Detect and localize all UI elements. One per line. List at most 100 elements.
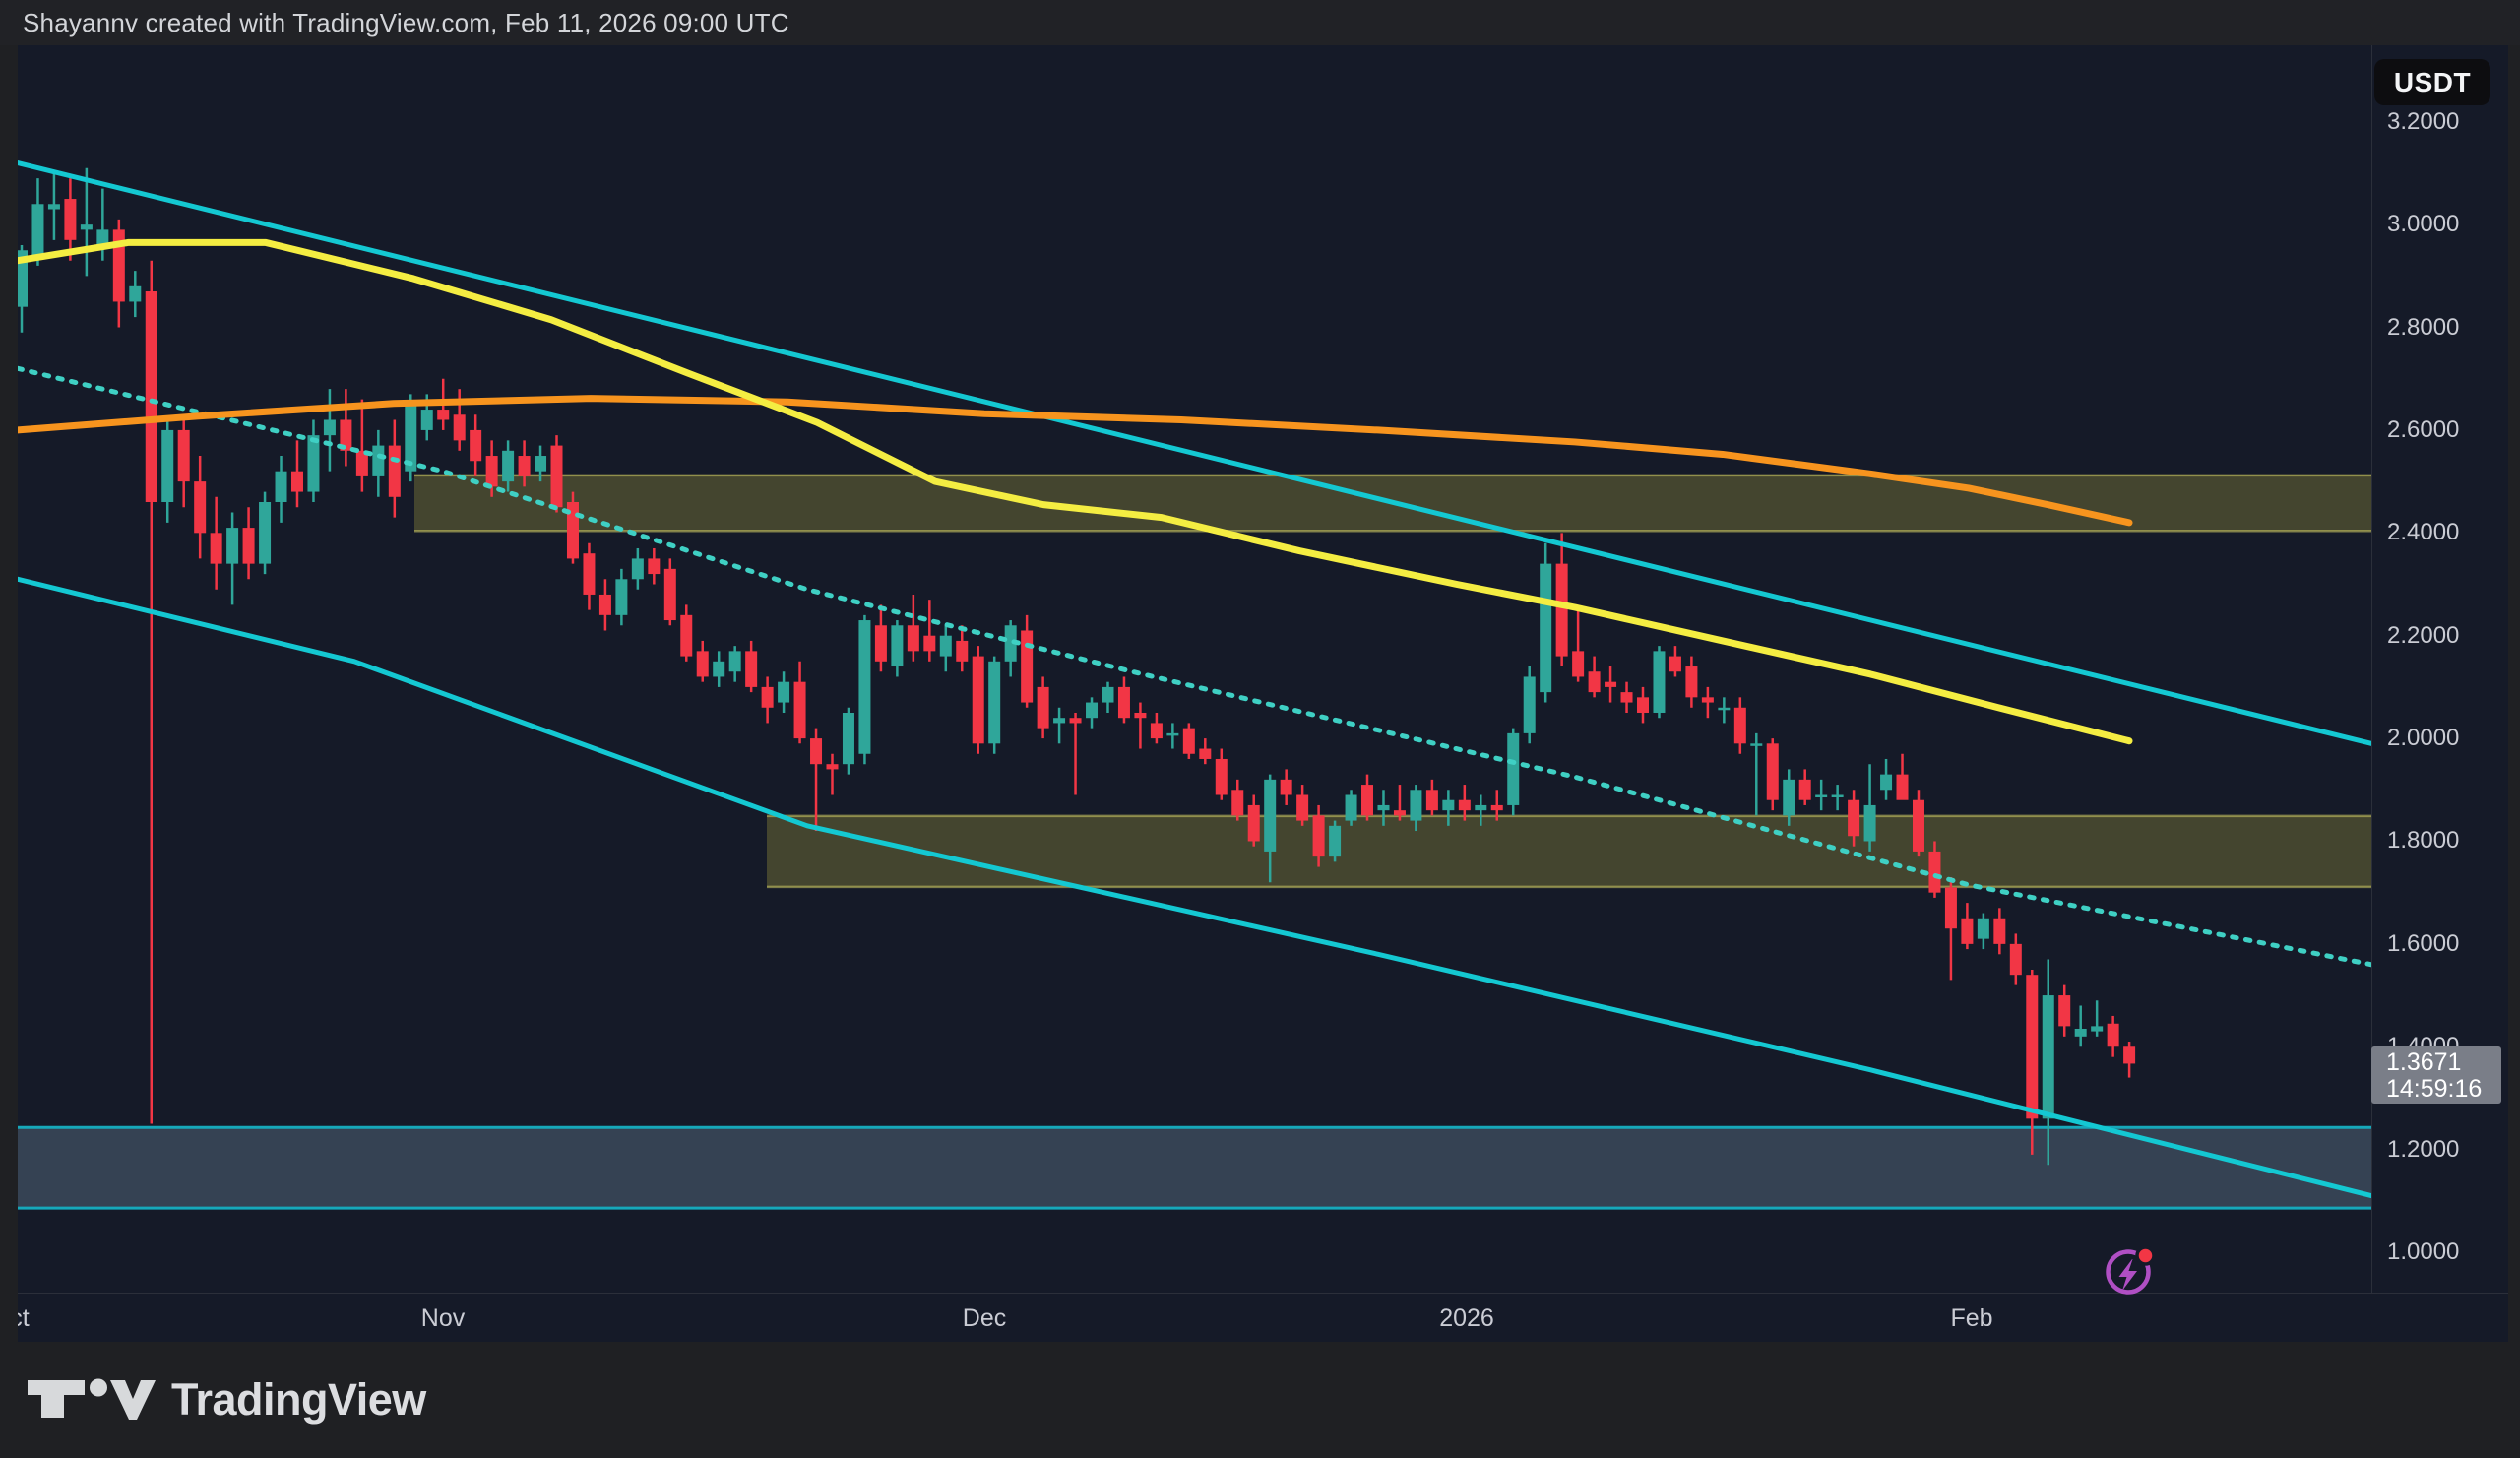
- candle-body: [47, 204, 60, 210]
- candle-body: [891, 625, 904, 667]
- candle-body: [242, 528, 255, 564]
- candle-body: [858, 620, 871, 754]
- descending-channel-upper: [18, 160, 2371, 746]
- candle-body: [1361, 785, 1374, 816]
- candle-body: [2026, 975, 2039, 1119]
- candle-body: [1053, 718, 1066, 724]
- candle-body: [1944, 887, 1957, 929]
- candle-body: [32, 204, 44, 256]
- candle-body: [1620, 692, 1633, 703]
- candle-body: [437, 410, 450, 420]
- candle-body: [1069, 718, 1082, 724]
- candle-body: [405, 404, 417, 472]
- candle-body: [1231, 790, 1244, 816]
- lightning-bolt-glyph: [2118, 1259, 2137, 1291]
- chart-plot-area[interactable]: [18, 45, 2371, 1293]
- candle-body: [761, 686, 774, 708]
- candle-body: [1134, 712, 1147, 719]
- candle-body: [1977, 918, 1989, 939]
- candle-body: [907, 625, 919, 652]
- candle-body: [177, 429, 190, 482]
- candle-body: [826, 764, 839, 770]
- descending-channel-lower: [18, 576, 2371, 1199]
- candle-body: [2123, 1046, 2136, 1064]
- candle-body: [598, 594, 611, 615]
- price-tick-label: 2.6000: [2387, 415, 2460, 443]
- candle-body: [96, 229, 109, 246]
- candle-body: [259, 502, 272, 564]
- candle-body: [1685, 666, 1698, 698]
- candle-body: [1102, 686, 1114, 703]
- candle-body: [1523, 676, 1536, 733]
- candle-body: [1425, 790, 1438, 811]
- candle-body: [728, 651, 741, 672]
- time-tick-label-dec: Dec: [962, 1304, 1007, 1332]
- time-tick-label-ct: ct: [18, 1304, 30, 1332]
- candle-body: [1783, 779, 1796, 816]
- candle-body: [631, 558, 644, 580]
- candle-body: [1021, 630, 1034, 703]
- candle-body: [64, 199, 77, 240]
- last-price-value: 1.3671: [2386, 1048, 2462, 1076]
- candle-body: [1928, 851, 1941, 893]
- bar-countdown: 14:59:16: [2386, 1075, 2483, 1103]
- candle-body: [1848, 799, 1860, 837]
- candle-body: [874, 625, 887, 662]
- moving-average-yellow: [18, 238, 2133, 745]
- time-axis[interactable]: ct Nov Dec 2026 Feb: [18, 1293, 2508, 1342]
- candle-body: [1588, 671, 1601, 693]
- price-tick-label: 2.8000: [2387, 313, 2460, 341]
- candle-body: [956, 640, 969, 662]
- candle-body: [2042, 995, 2054, 1119]
- candle-body: [1490, 804, 1503, 811]
- candle-body: [1442, 799, 1455, 811]
- candle-body: [1182, 728, 1195, 754]
- candle-body: [2091, 1026, 2104, 1032]
- candle-body: [1540, 563, 1552, 693]
- candle-body: [939, 635, 952, 657]
- candle-body: [2107, 1023, 2119, 1047]
- quote-currency-label: USDT: [2393, 66, 2472, 97]
- candle-body: [1117, 686, 1130, 719]
- candle-body: [1831, 794, 1844, 798]
- candle-body: [550, 445, 563, 508]
- candlestick-chart[interactable]: [18, 45, 2371, 1293]
- price-tick-label: 1.2000: [2387, 1135, 2460, 1163]
- candle-body: [485, 456, 498, 487]
- price-tick-label: 1.6000: [2387, 929, 2460, 957]
- price-tick-label: 1.0000: [2387, 1238, 2460, 1266]
- candle-body: [535, 456, 547, 472]
- flash-ideas-button[interactable]: [2093, 1235, 2166, 1307]
- candle-body: [129, 285, 142, 302]
- candle-body: [1750, 743, 1763, 746]
- candle-body: [1653, 651, 1666, 713]
- candle-body: [518, 456, 531, 476]
- candle-body: [1166, 732, 1179, 736]
- candle-body: [972, 656, 984, 744]
- footer-bar: TradingView: [0, 1342, 2520, 1458]
- tradingview-wordmark: TradingView: [171, 1374, 426, 1425]
- time-tick-label-nov: Nov: [420, 1304, 466, 1332]
- channel-midline-dotted: [18, 365, 2371, 968]
- candle-body: [1377, 804, 1390, 811]
- last-price-badge: 1.3671 14:59:16: [2371, 1046, 2501, 1104]
- candle-body: [420, 410, 433, 430]
- candle-body: [1637, 697, 1649, 713]
- price-axis[interactable]: 3.2000 3.0000 2.8000 2.6000 2.4000 2.2000 2.00…: [2371, 45, 2508, 1293]
- candle-body: [1572, 651, 1585, 677]
- candle-body: [1605, 681, 1617, 687]
- candle-body: [1993, 918, 2006, 944]
- candle-body: [80, 224, 93, 230]
- candle-body: [290, 471, 303, 492]
- support-zone-low: [18, 1127, 2371, 1209]
- candle-body: [2009, 943, 2022, 976]
- tradingview-logo[interactable]: TradingView: [28, 1374, 426, 1426]
- price-tick-label: 2.0000: [2387, 725, 2460, 752]
- candle-body: [1961, 918, 1974, 944]
- candle-body: [323, 419, 336, 436]
- candle-body: [502, 450, 515, 482]
- time-tick-label-feb: Feb: [1950, 1304, 1993, 1332]
- candle-body: [275, 471, 287, 503]
- candle-body: [1264, 779, 1277, 852]
